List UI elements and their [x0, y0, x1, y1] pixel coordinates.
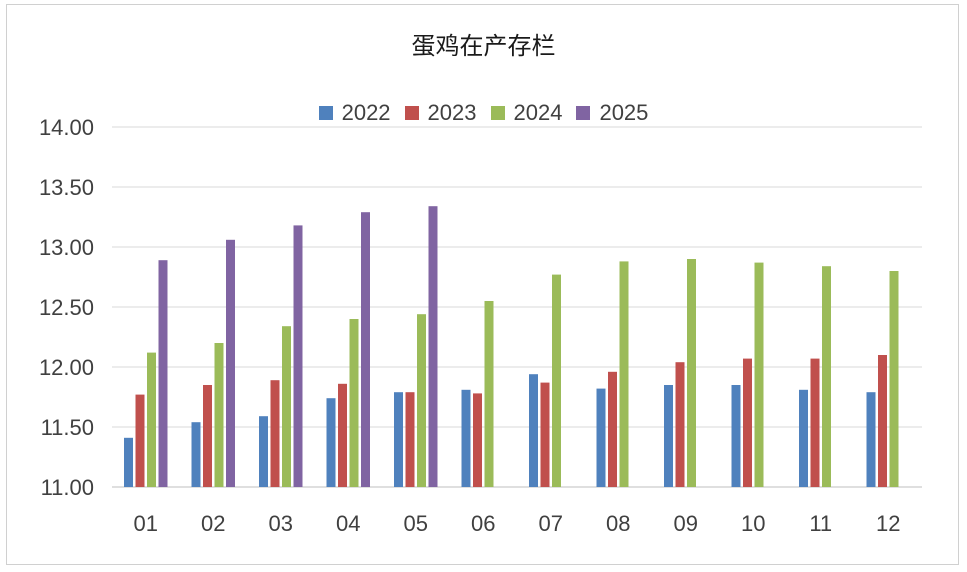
x-tick-label: 07 — [539, 511, 563, 536]
bar-2022-01 — [124, 437, 133, 487]
bar-2024-12 — [889, 271, 899, 487]
bar-2022-11 — [799, 389, 808, 487]
bar-2022-04 — [326, 398, 336, 487]
bar-2022-02 — [191, 422, 201, 487]
legend-label: 2025 — [599, 100, 649, 125]
legend-swatch-2024 — [490, 106, 505, 120]
bar-2024-10 — [754, 262, 764, 487]
bar-2023-11 — [810, 358, 820, 487]
x-tick-label: 09 — [674, 511, 698, 536]
bar-2023-05 — [405, 392, 415, 487]
bar-2025-02 — [226, 239, 235, 487]
bar-2023-09 — [675, 362, 685, 487]
bar-2023-03 — [270, 380, 280, 487]
y-tick-label: 12.00 — [39, 355, 94, 380]
legend-label: 2023 — [427, 100, 477, 125]
legend-label: 2022 — [341, 100, 391, 125]
bar-2024-06 — [484, 301, 494, 487]
bar-2023-01 — [135, 394, 145, 487]
bar-2024-03 — [282, 326, 291, 487]
bar-2023-02 — [203, 385, 212, 487]
x-tick-label: 06 — [471, 511, 495, 536]
bar-2024-01 — [147, 352, 156, 487]
bar-2024-08 — [619, 261, 629, 487]
x-tick-label: 05 — [404, 511, 428, 536]
x-tick-label: 02 — [201, 511, 225, 536]
bar-2023-10 — [743, 358, 752, 487]
bar-2022-12 — [866, 392, 876, 487]
legend: 2022 2023 2024 2025 — [0, 100, 967, 126]
bar-2025-05 — [428, 206, 438, 487]
y-tick-label: 14.00 — [39, 115, 94, 140]
legend-swatch-2023 — [404, 106, 419, 120]
y-tick-label: 13.00 — [39, 235, 94, 260]
bar-2023-07 — [540, 382, 550, 487]
x-tick-label: 01 — [134, 511, 158, 536]
bar-2023-12 — [878, 355, 887, 487]
legend-swatch-2022 — [318, 106, 333, 120]
bar-2024-05 — [417, 314, 426, 487]
bar-2025-01 — [158, 260, 168, 487]
x-tick-label: 11 — [809, 511, 832, 536]
x-tick-label: 03 — [269, 511, 293, 536]
legend-swatch-2025 — [576, 106, 591, 120]
bar-2024-02 — [214, 343, 224, 487]
bar-2024-09 — [687, 259, 696, 487]
bar-2022-06 — [461, 389, 471, 487]
y-tick-label: 13.50 — [39, 175, 94, 200]
y-tick-label: 11.00 — [41, 475, 94, 500]
x-tick-label: 12 — [876, 511, 900, 536]
bar-2025-04 — [361, 212, 370, 487]
legend-item-2025: 2025 — [576, 100, 648, 126]
bar-2024-07 — [552, 274, 561, 487]
legend-label: 2024 — [513, 100, 563, 125]
y-tick-label: 11.50 — [41, 415, 94, 440]
legend-item-2024: 2024 — [490, 100, 563, 126]
x-tick-label: 04 — [336, 511, 360, 536]
bar-2022-09 — [664, 385, 673, 487]
bar-2023-04 — [338, 383, 347, 487]
bar-2022-03 — [259, 416, 268, 487]
x-tick-label: 10 — [741, 511, 765, 536]
bar-2022-07 — [529, 374, 538, 487]
chart-title: 蛋鸡在产存栏 — [411, 32, 556, 60]
legend-item-2022: 2022 — [318, 100, 391, 126]
bar-2023-06 — [473, 393, 482, 487]
bar-2022-08 — [596, 388, 606, 487]
y-tick-label: 12.50 — [39, 295, 94, 320]
bar-2022-10 — [731, 385, 741, 487]
bar-2025-03 — [293, 225, 303, 487]
bar-2024-11 — [822, 266, 831, 487]
legend-item-2023: 2023 — [404, 100, 477, 126]
bar-2024-04 — [349, 319, 359, 487]
bar-2023-08 — [608, 371, 617, 487]
x-tick-label: 08 — [606, 511, 630, 536]
bar-2022-05 — [394, 392, 403, 487]
